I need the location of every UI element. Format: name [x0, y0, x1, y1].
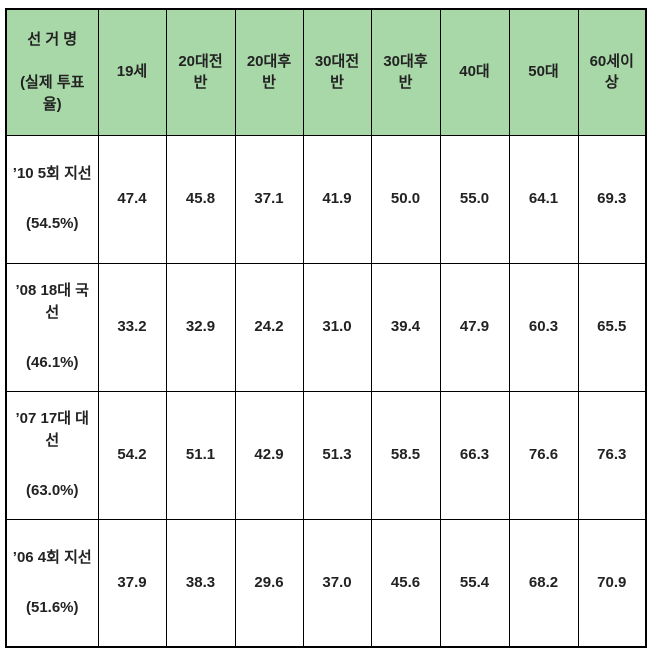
header-cell-age: 20대전반: [165, 8, 236, 136]
value-cell: 37.0: [302, 518, 372, 648]
header-cell-age: 60세이상: [577, 8, 647, 136]
value-cell: 32.9: [165, 262, 236, 392]
value-cell: 47.4: [97, 134, 167, 264]
value-cell: 42.9: [234, 390, 304, 520]
value-cell: 45.8: [165, 134, 236, 264]
value-cell: 41.9: [302, 134, 372, 264]
value-cell: 31.0: [302, 262, 372, 392]
value-cell: 76.3: [577, 390, 647, 520]
header-cell-age: 30대전반: [302, 8, 372, 136]
row-label-cell: ’06 4회 지선 (51.6%): [5, 518, 99, 648]
turnout-label: (46.1%): [25, 353, 79, 371]
value-cell: 54.2: [97, 390, 167, 520]
election-name: ’08 18대 국선: [15, 282, 89, 322]
header-row-label: 선 거 명: [27, 30, 78, 48]
header-row: 선 거 명 (실제 투표율) 19세 20대전반 20대후반 30대전반 30대…: [5, 8, 647, 136]
value-cell: 45.6: [370, 518, 441, 648]
election-name: ’06 4회 지선: [12, 549, 92, 566]
value-cell: 68.2: [508, 518, 579, 648]
table-row: ’08 18대 국선 (46.1%) 33.2 32.9 24.2 31.0 3…: [5, 262, 647, 392]
table-row: ’07 17대 대선 (63.0%) 54.2 51.1 42.9 51.3 5…: [5, 390, 647, 520]
value-cell: 55.4: [439, 518, 510, 648]
turnout-by-age-table: 선 거 명 (실제 투표율) 19세 20대전반 20대후반 30대전반 30대…: [5, 8, 647, 648]
value-cell: 37.1: [234, 134, 304, 264]
header-cell-age: 20대후반: [234, 8, 304, 136]
header-cell-age: 50대: [508, 8, 579, 136]
value-cell: 76.6: [508, 390, 579, 520]
value-cell: 50.0: [370, 134, 441, 264]
turnout-label: (63.0%): [25, 481, 79, 499]
value-cell: 55.0: [439, 134, 510, 264]
header-cell-election-name: 선 거 명 (실제 투표율): [5, 8, 99, 136]
row-label-cell: ’08 18대 국선 (46.1%): [5, 262, 99, 392]
value-cell: 29.6: [234, 518, 304, 648]
value-cell: 66.3: [439, 390, 510, 520]
row-label-cell: ’07 17대 대선 (63.0%): [5, 390, 99, 520]
value-cell: 47.9: [439, 262, 510, 392]
header-cell-age: 30대후반: [370, 8, 441, 136]
value-cell: 39.4: [370, 262, 441, 392]
value-cell: 58.5: [370, 390, 441, 520]
value-cell: 38.3: [165, 518, 236, 648]
value-cell: 70.9: [577, 518, 647, 648]
value-cell: 65.5: [577, 262, 647, 392]
value-cell: 51.3: [302, 390, 372, 520]
header-cell-age: 40대: [439, 8, 510, 136]
table-row: ’06 4회 지선 (51.6%) 37.9 38.3 29.6 37.0 45…: [5, 518, 647, 648]
value-cell: 37.9: [97, 518, 167, 648]
value-cell: 69.3: [577, 134, 647, 264]
value-cell: 60.3: [508, 262, 579, 392]
turnout-label: (54.5%): [25, 215, 79, 232]
value-cell: 51.1: [165, 390, 236, 520]
value-cell: 64.1: [508, 134, 579, 264]
election-name: ’10 5회 지선: [12, 165, 92, 183]
value-cell: 33.2: [97, 262, 167, 392]
table-row: ’10 5회 지선 (54.5%) 47.4 45.8 37.1 41.9 50…: [5, 134, 647, 264]
row-label-cell: ’10 5회 지선 (54.5%): [5, 134, 99, 264]
turnout-label: (51.6%): [25, 598, 79, 616]
header-row-label-sub: (실제 투표율): [20, 74, 85, 114]
header-cell-age: 19세: [97, 8, 167, 136]
value-cell: 24.2: [234, 262, 304, 392]
election-name: ’07 17대 대선: [15, 410, 89, 450]
